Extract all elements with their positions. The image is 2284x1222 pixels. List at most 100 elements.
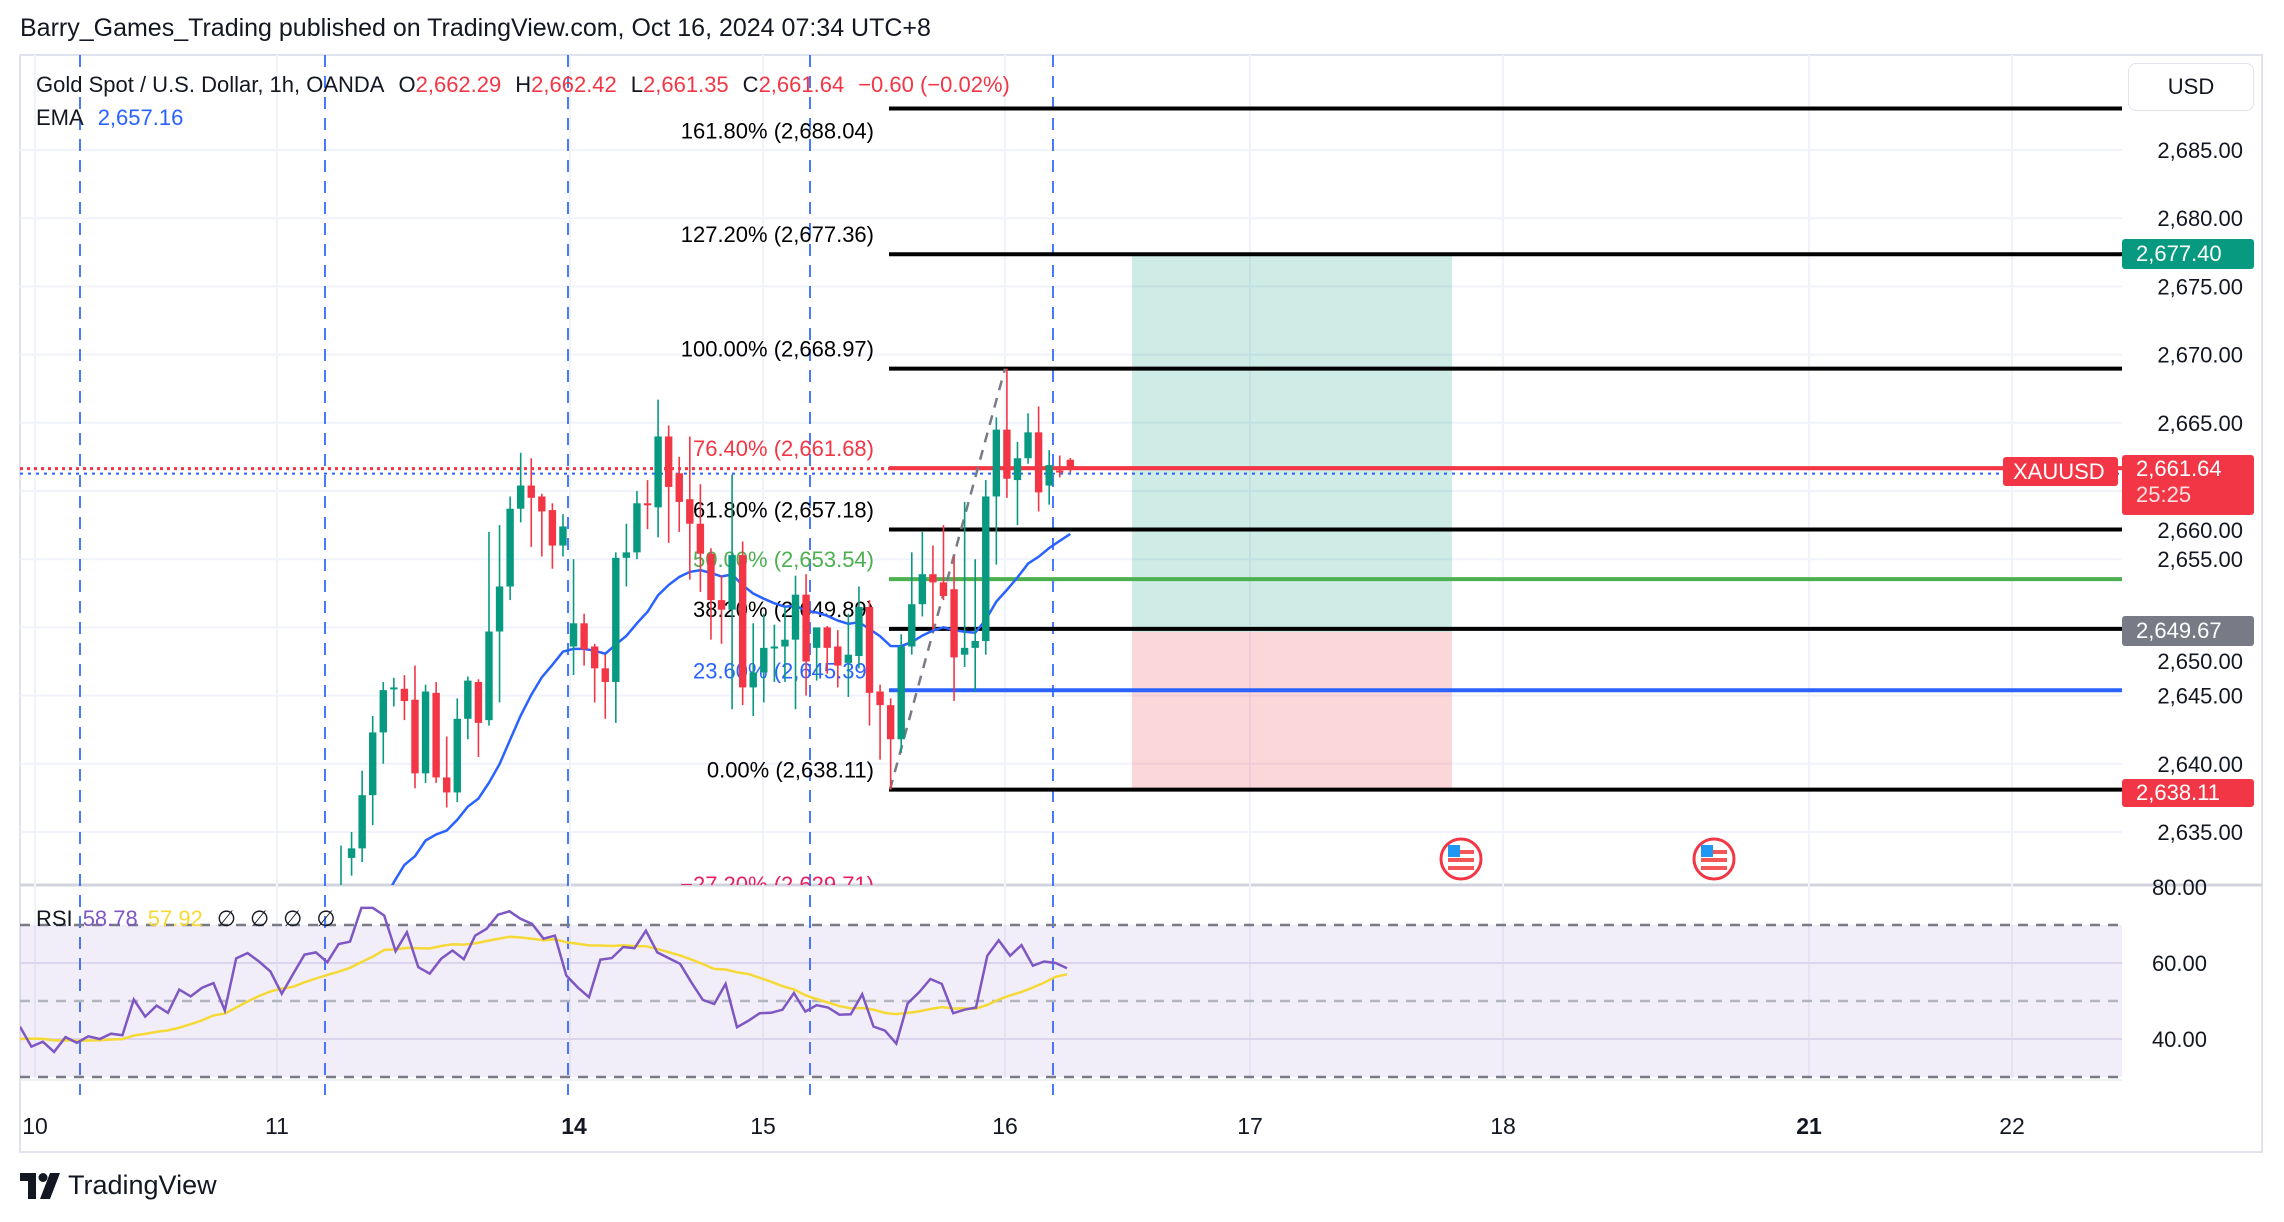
fib-level-label: 161.80% (2,688.04): [681, 119, 874, 144]
candle-body: [622, 552, 631, 558]
us-flag-icon[interactable]: [1439, 837, 1483, 881]
rsi-ma-line: [20, 935, 1068, 1043]
symbol-legend[interactable]: Gold Spot / U.S. Dollar, 1h, OANDA O2,662…: [36, 72, 1014, 98]
price-axis-label: 2,660.00: [2157, 518, 2243, 543]
flag-stripe: [1448, 866, 1474, 870]
price-axis-label: 2,680.00: [2157, 206, 2243, 231]
candle-body: [453, 718, 461, 793]
time-axis-label: 21: [1796, 1113, 1822, 1139]
flag-stripe: [1448, 858, 1474, 862]
rsi-axis-label: 40.00: [2152, 1027, 2207, 1052]
candle-body: [464, 680, 472, 719]
candle-body: [802, 594, 810, 662]
low-label: L: [630, 72, 644, 97]
currency-button[interactable]: USD: [2128, 63, 2254, 111]
close-label: C: [742, 72, 759, 97]
ema-value: 2,657.16: [97, 105, 184, 130]
candle-body: [897, 646, 905, 740]
price-axis-label: 2,685.00: [2157, 138, 2243, 163]
profit-zone[interactable]: [1132, 253, 1452, 632]
candle-body: [960, 647, 969, 655]
price-axis-label: 2,650.00: [2157, 649, 2243, 674]
candle-body: [855, 606, 863, 657]
time-axis-label: 16: [992, 1113, 1018, 1139]
symbol-title[interactable]: Gold Spot / U.S. Dollar, 1h, OANDA: [36, 72, 385, 97]
candle-body: [939, 582, 948, 597]
candles: [340, 368, 1075, 885]
candle-body: [823, 627, 831, 648]
time-axis-label: 14: [561, 1113, 587, 1139]
candle-body: [760, 647, 768, 673]
fib-level-label: 50.00% (2,653.54): [693, 547, 874, 572]
rsi-ma-value: 57.92: [147, 906, 203, 931]
flag-stripe: [1701, 850, 1727, 854]
candle-body: [1013, 458, 1022, 481]
flag-stripe: [1701, 858, 1727, 862]
candle-body: [1056, 470, 1064, 473]
rsi-value: 58.78: [82, 906, 138, 931]
candle-body: [654, 436, 662, 508]
us-flag-icon[interactable]: [1692, 837, 1736, 881]
candle-body: [474, 681, 483, 723]
rsi-legend[interactable]: RSI 58.78 57.92 ∅ ∅ ∅ ∅: [36, 906, 340, 932]
fib-level-label: −27.20% (2,629.71): [680, 872, 874, 897]
candle-body: [538, 496, 546, 512]
high-value: 2,662.42: [531, 72, 617, 97]
candle-body: [485, 631, 493, 721]
candle-body: [432, 692, 440, 778]
loss-zone[interactable]: [1132, 631, 1452, 790]
flag-stripe: [1701, 866, 1727, 870]
candle-body: [390, 687, 398, 690]
rsi-axis-label: 60.00: [2152, 951, 2207, 976]
time-axis[interactable]: 10 11 14 15 16 17 18 21 22: [20, 1113, 2262, 1153]
target-price-tag: 2,677.40: [2122, 239, 2254, 269]
ema-legend[interactable]: EMA 2,657.16: [36, 105, 187, 131]
candle-body: [791, 594, 800, 640]
candle-body: [918, 574, 927, 605]
candle-body: [411, 699, 419, 774]
candle-body: [675, 473, 683, 502]
economic-events[interactable]: [1439, 837, 1736, 881]
candle-body: [1003, 429, 1011, 479]
grid: [20, 55, 2122, 1080]
candle-body: [548, 510, 557, 546]
candle-body: [527, 485, 535, 498]
stop-price-tag: 2,638.11: [2122, 779, 2254, 807]
price-axis-label: 2,665.00: [2157, 411, 2243, 436]
candle-body: [717, 600, 726, 610]
candle-body: [1066, 459, 1075, 469]
candle-body: [495, 586, 504, 632]
candle-body: [971, 641, 979, 648]
candle-body: [707, 553, 715, 601]
symbol-tag: XAUUSD: [2003, 457, 2118, 486]
rsi-level-lines: [20, 923, 2122, 1079]
time-axis-label: 10: [22, 1113, 48, 1139]
time-axis-label: 18: [1490, 1113, 1516, 1139]
fib-level-label: 0.00% (2,638.11): [707, 758, 874, 783]
rsi-axis[interactable]: 80.00 60.00 40.00: [2152, 875, 2207, 1052]
fib-level-label: 100.00% (2,668.97): [681, 337, 874, 362]
na-value: ∅: [283, 906, 303, 931]
fib-level-label: 127.20% (2,677.36): [681, 222, 874, 247]
fib-retracement-tool[interactable]: 161.80% (2,688.04) 127.20% (2,677.36) 100.…: [680, 106, 2122, 905]
candle-body: [886, 705, 895, 740]
price-axis[interactable]: 2,685.00 2,680.00 2,675.00 2,670.00 2,665.00…: [2157, 138, 2243, 845]
price-axis-label: 2,635.00: [2157, 820, 2243, 845]
long-position-tool[interactable]: [1132, 253, 1452, 790]
candle-body: [590, 646, 599, 669]
last-price-line: [20, 467, 2122, 475]
close-value: 2,661.64: [758, 72, 845, 97]
fib-level-label: 76.40% (2,661.68): [693, 436, 874, 461]
price-axis-label: 2,640.00: [2157, 752, 2243, 777]
entry-price-tag: 2,649.67: [2122, 616, 2254, 646]
time-axis-label: 17: [1237, 1113, 1263, 1139]
fib-level-label: 23.60% (2,645.39): [693, 658, 874, 683]
candle-body: [421, 691, 430, 774]
candle-body: [664, 436, 673, 487]
fib-trend-line[interactable]: [888, 368, 1007, 790]
candle-body: [347, 848, 356, 858]
candle-body: [1045, 465, 1053, 486]
candle-body: [770, 646, 779, 649]
tradingview-logo[interactable]: TradingView: [20, 1170, 217, 1201]
